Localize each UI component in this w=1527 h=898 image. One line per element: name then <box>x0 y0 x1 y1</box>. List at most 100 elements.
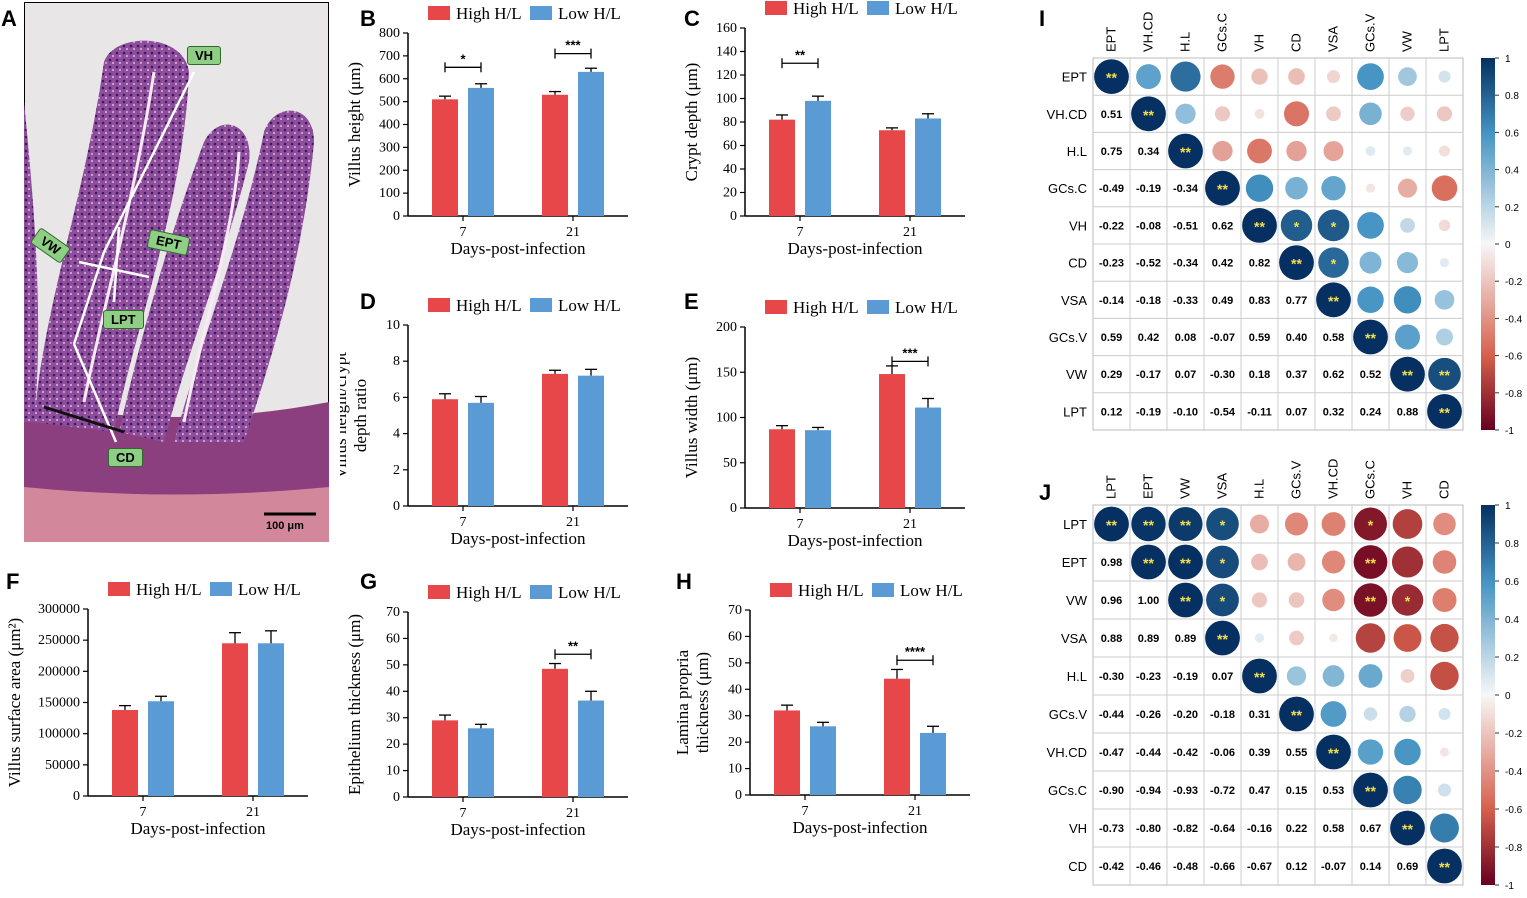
correlation-value: -0.47 <box>1099 747 1124 759</box>
significance-star: ** <box>1180 144 1191 160</box>
column-label: VSA <box>1326 26 1341 52</box>
bar-high-7 <box>432 99 458 216</box>
colorbar-tick-label: -0.2 <box>1505 277 1523 288</box>
x-tick-label: 7 <box>797 225 804 240</box>
correlation-value: 0.12 <box>1286 861 1307 873</box>
colorbar-tick-label: -1 <box>1505 881 1514 892</box>
colorbar-tick-label: -0.8 <box>1505 389 1523 400</box>
correlation-value: 0.07 <box>1175 369 1196 381</box>
chart-b: High H/L Low H/L 0 100 200 300 400 500 600 700 800… <box>345 4 628 258</box>
correlation-value: -0.10 <box>1173 406 1198 418</box>
correlation-circle <box>1206 507 1239 541</box>
correlation-value: -0.93 <box>1173 785 1198 797</box>
correlation-value: 0.96 <box>1101 595 1122 607</box>
correlation-value: 0.15 <box>1286 785 1307 797</box>
bar-low-21 <box>258 643 284 796</box>
legend-label-high: High H/L <box>456 583 522 602</box>
correlation-value: 0.39 <box>1249 747 1270 759</box>
correlation-circle <box>1433 512 1456 536</box>
row-label: GCs.V <box>1049 707 1088 722</box>
correlation-circle <box>1289 630 1304 646</box>
significance-bracket: *** <box>554 38 592 59</box>
correlation-value: -0.19 <box>1136 406 1161 418</box>
bar-high-21 <box>222 643 248 796</box>
correlation-circle <box>1212 140 1233 162</box>
correlation-value: -0.52 <box>1136 258 1161 270</box>
legend-swatch-high <box>428 298 450 312</box>
correlation-value: 0.67 <box>1360 823 1381 835</box>
y-tick-label: 30 <box>386 711 400 726</box>
row-label: VH.CD <box>1047 107 1087 122</box>
column-label: VW <box>1400 30 1415 52</box>
panel-d: D High H/L Low H/L 0 2 4 6 8 10 7 21 Days-post-inf… <box>331 285 670 575</box>
correlation-circle <box>1359 102 1382 126</box>
correlation-value: 0.58 <box>1323 823 1344 835</box>
y-tick-label: 0 <box>393 499 400 514</box>
correlation-value: -0.46 <box>1136 861 1161 873</box>
bar-high-21 <box>542 373 568 506</box>
y-tick-label: 20 <box>386 737 400 752</box>
correlation-circle <box>1168 582 1203 618</box>
y-tick-label: 400 <box>379 118 400 133</box>
significance-label: ** <box>568 638 579 653</box>
correlation-circle <box>1390 356 1425 392</box>
significance-bracket: ** <box>781 47 819 69</box>
correlation-value: 0.07 <box>1212 671 1233 683</box>
correlation-circle <box>1210 64 1235 89</box>
correlation-circle <box>1279 696 1314 732</box>
correlation-value: 0.24 <box>1360 406 1382 418</box>
panel-j: J LPT LPT EPT EPT VW VW VSA VSA H.L H.L GCs.V GCs.V… <box>1025 450 1527 893</box>
x-axis-label: Days-post-infection <box>787 531 923 550</box>
correlation-value: -0.19 <box>1173 671 1198 683</box>
bar-low-21 <box>920 732 946 795</box>
significance-star: ** <box>1402 367 1413 383</box>
correlation-value: -0.94 <box>1136 785 1162 797</box>
correlation-circle <box>1286 666 1307 686</box>
significance-star: ** <box>1106 70 1117 86</box>
panel-label-e: E <box>684 289 699 314</box>
legend-swatch-low <box>530 298 552 312</box>
significance-star: ** <box>1365 783 1376 799</box>
colorbar <box>1481 58 1495 430</box>
panel-b: B High H/L Low H/L 0 100 200 300 400 500 600 700 8… <box>340 0 670 290</box>
correlation-circle <box>1430 813 1459 843</box>
correlation-value: 0.47 <box>1249 785 1270 797</box>
bar-low-7 <box>148 701 174 796</box>
legend-swatch-low <box>867 300 889 314</box>
column-label: EPT <box>1104 27 1119 52</box>
correlation-value: 0.59 <box>1249 332 1270 344</box>
column-label: GCs.V <box>1363 13 1378 52</box>
correlation-value: 0.69 <box>1397 861 1418 873</box>
legend: High H/L Low H/L <box>770 581 963 600</box>
y-tick-label: 4 <box>393 427 400 442</box>
correlation-circle <box>1316 282 1351 318</box>
correlation-circle <box>1245 174 1274 202</box>
y-tick-label: 30 <box>728 709 742 724</box>
correlation-circle <box>1251 553 1268 571</box>
correlation-circle <box>1094 506 1129 542</box>
column-label: VH.CD <box>1141 12 1156 52</box>
y-tick-label: 6 <box>393 390 400 405</box>
row-label: GCs.V <box>1049 330 1088 345</box>
correlation-value: -0.30 <box>1210 369 1235 381</box>
bar-low-21 <box>915 407 941 508</box>
correlation-value: 0.62 <box>1323 369 1344 381</box>
panel-i: I EPT EPT VH.CD VH.CD H.L H.L GCs.C GCs.C VH VH CD… <box>1025 0 1527 440</box>
x-axis-label: Days-post-infection <box>450 239 586 258</box>
correlation-circle <box>1430 623 1459 653</box>
correlation-value: -0.22 <box>1099 220 1124 232</box>
panel-label-h: H <box>676 569 692 594</box>
significance-star: ** <box>1439 404 1450 420</box>
significance-star: * <box>1220 517 1226 533</box>
significance-star: ** <box>1365 593 1376 609</box>
correlation-value: -0.42 <box>1099 861 1124 873</box>
x-tick-label: 21 <box>908 804 922 819</box>
y-tick-label: 0 <box>393 790 400 805</box>
correlation-circle <box>1399 705 1416 723</box>
significance-star: ** <box>1328 293 1339 309</box>
panel-label-j: J <box>1039 480 1052 505</box>
significance-star: ** <box>1291 707 1302 723</box>
y-tick-label: 800 <box>379 26 400 41</box>
correlation-value: -0.49 <box>1099 183 1124 195</box>
correlation-value: -0.44 <box>1099 709 1125 721</box>
